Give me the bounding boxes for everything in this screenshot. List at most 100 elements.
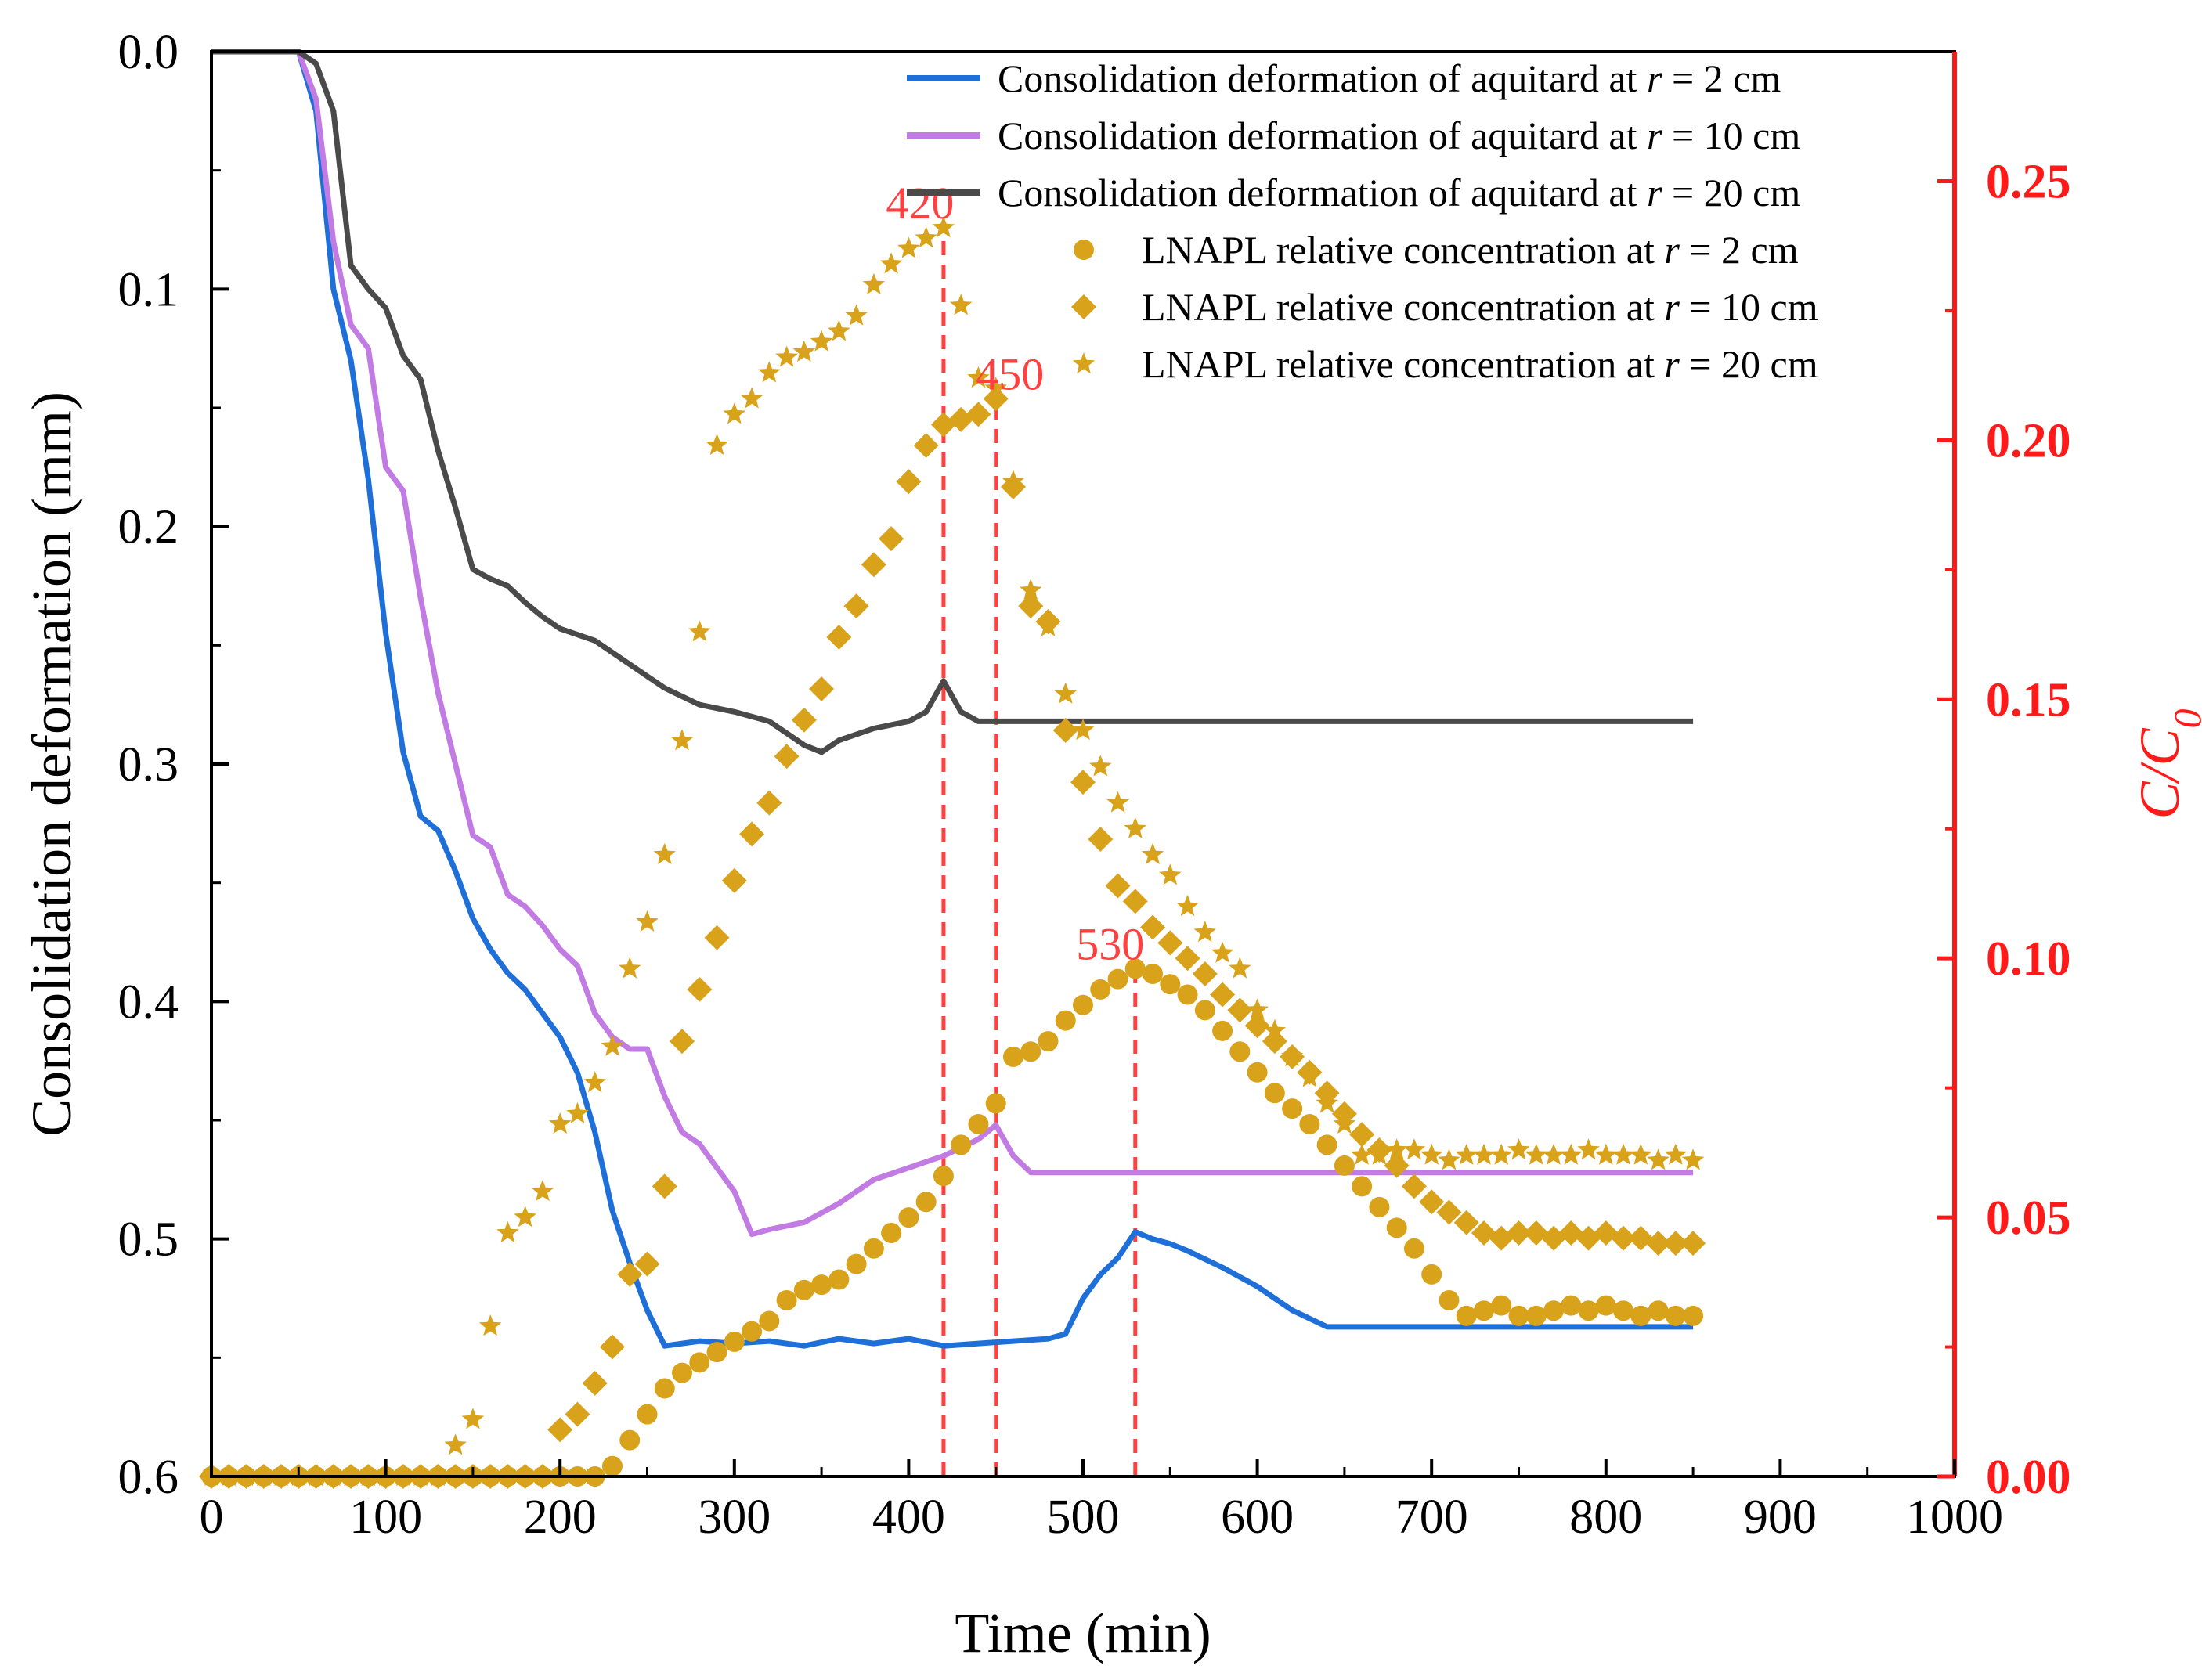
data-point: [897, 236, 920, 258]
y-tick-label: 0.5: [118, 1213, 179, 1267]
legend-item: Consolidation deformation of aquitard at…: [907, 171, 1800, 215]
data-point: [672, 1362, 693, 1383]
data-point: [1088, 826, 1114, 852]
data-point: [1577, 1138, 1600, 1160]
data-point: [739, 821, 765, 847]
data-point: [634, 1251, 660, 1277]
data-point: [843, 593, 869, 619]
data-point: [896, 469, 922, 495]
data-point: [1280, 1044, 1304, 1067]
annotation-label: 450: [976, 348, 1044, 399]
data-point: [1438, 1148, 1460, 1170]
series-1: [211, 49, 1694, 1349]
data-point: [566, 1101, 589, 1123]
data-point: [826, 624, 852, 650]
data-point: [1020, 579, 1042, 600]
data-point: [951, 1134, 972, 1155]
y2-tick-label: 0.10: [1986, 932, 2071, 986]
data-point: [1543, 1300, 1565, 1321]
data-point: [740, 387, 763, 409]
data-point: [1037, 615, 1059, 636]
series-line: [211, 49, 1694, 755]
data-point: [1386, 1217, 1407, 1238]
x-tick-label: 700: [1395, 1491, 1468, 1544]
data-point: [1439, 1289, 1460, 1310]
data-point: [933, 1166, 954, 1187]
data-point: [1160, 974, 1181, 995]
data-point: [1436, 1199, 1462, 1225]
data-point: [1680, 1231, 1706, 1256]
data-point: [1244, 1013, 1270, 1039]
data-point: [1262, 1029, 1287, 1055]
data-point: [1419, 1189, 1445, 1215]
y2-tick-label: 0.25: [1986, 155, 2071, 208]
data-point: [1316, 1091, 1338, 1113]
data-point: [583, 1071, 606, 1093]
data-point: [776, 1289, 797, 1310]
data-point: [514, 1206, 536, 1228]
data-point: [1229, 957, 1251, 979]
data-point: [1246, 998, 1269, 1020]
data-point: [1192, 961, 1218, 987]
legend-label: LNAPL relative concentration at r = 20 c…: [1142, 342, 1818, 386]
data-point: [1055, 1010, 1076, 1031]
data-point: [1402, 1138, 1426, 1160]
data-point: [984, 377, 1007, 398]
x-tick-label: 100: [349, 1491, 422, 1544]
data-point: [1211, 941, 1234, 963]
data-point: [863, 1238, 884, 1259]
data-point: [792, 340, 816, 362]
legend: Consolidation deformation of aquitard at…: [907, 56, 1818, 386]
data-point: [1508, 1305, 1529, 1326]
data-point: [861, 552, 886, 578]
data-point: [599, 1334, 625, 1360]
data-point: [1683, 1305, 1704, 1326]
data-point: [1054, 682, 1077, 704]
data-point: [862, 272, 886, 294]
legend-marker-swatch: [1071, 294, 1096, 319]
legend-label: LNAPL relative concentration at r = 10 c…: [1142, 285, 1818, 329]
data-point: [1124, 958, 1146, 979]
data-point: [1491, 1295, 1512, 1316]
data-point: [721, 867, 747, 893]
data-point: [1612, 1143, 1635, 1165]
y-tick-label: 0.3: [118, 738, 179, 791]
x-tick-label: 900: [1744, 1491, 1817, 1544]
data-point: [1664, 1143, 1688, 1165]
data-point: [652, 1173, 677, 1199]
data-point: [1613, 1300, 1634, 1321]
data-point: [1525, 1305, 1547, 1326]
data-point: [1194, 1000, 1215, 1021]
data-point: [828, 319, 850, 341]
y2-axis-title-main: C/C: [2128, 728, 2191, 820]
data-point: [1352, 1176, 1373, 1197]
data-point: [791, 707, 817, 733]
y2-axis-title: C/C0: [2128, 708, 2202, 819]
data-point: [985, 1093, 1006, 1114]
data-point: [478, 1314, 502, 1336]
data-point: [1210, 982, 1236, 1008]
legend-marker-swatch: [1072, 352, 1096, 374]
data-point: [654, 1378, 675, 1399]
data-point: [601, 1034, 624, 1056]
data-point: [1298, 1065, 1321, 1087]
data-point: [845, 304, 868, 326]
data-point: [724, 1331, 745, 1352]
data-point: [775, 345, 798, 367]
data-point: [1052, 717, 1078, 743]
series-line: [211, 49, 1694, 1349]
data-point: [1334, 1155, 1355, 1176]
data-point: [1002, 1046, 1023, 1067]
data-point: [723, 402, 746, 424]
legend-item: Consolidation deformation of aquitard at…: [907, 56, 1781, 100]
data-point: [547, 1417, 573, 1443]
data-point: [1089, 755, 1112, 777]
annotation-label: 530: [1076, 918, 1144, 969]
data-point: [1611, 1225, 1637, 1251]
data-point: [706, 434, 728, 456]
data-point: [1681, 1148, 1705, 1170]
legend-label: Consolidation deformation of aquitard at…: [998, 114, 1800, 157]
legend-item: LNAPL relative concentration at r = 20 c…: [1072, 342, 1818, 386]
data-point: [496, 1220, 519, 1243]
